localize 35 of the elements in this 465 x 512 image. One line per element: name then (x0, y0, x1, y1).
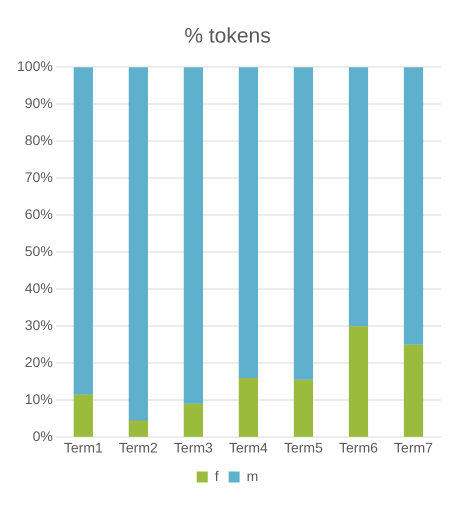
x-tick-label: Term4 (228, 439, 268, 456)
x-tick-label: Term1 (64, 439, 103, 456)
bar (294, 380, 314, 437)
y-tick-label: 20% (24, 354, 53, 370)
y-tick-label: 100% (16, 58, 53, 74)
x-tick-label: Term2 (118, 439, 158, 456)
y-tick-label: 60% (24, 206, 53, 222)
x-tick-label: Term6 (339, 439, 378, 456)
bar (184, 404, 204, 437)
y-tick-label: 50% (24, 243, 53, 260)
bar (294, 67, 314, 380)
bar (238, 67, 258, 378)
bar (74, 394, 93, 437)
y-tick-label: 10% (24, 391, 53, 408)
y-tick-label: 30% (24, 317, 53, 334)
bar (404, 67, 424, 345)
legend-label: m (246, 468, 258, 484)
y-tick-label: 80% (24, 132, 53, 148)
bar (184, 67, 204, 404)
chart-title: % tokens (184, 24, 271, 48)
y-tick-label: 90% (24, 95, 53, 112)
bar (128, 420, 148, 437)
y-tick-label: 70% (24, 169, 53, 186)
bar (74, 67, 93, 395)
bar (238, 378, 258, 437)
x-tick-label: Term3 (174, 439, 214, 456)
bar (348, 67, 368, 326)
bar (404, 344, 424, 437)
legend-label: f (214, 468, 219, 484)
bar (348, 326, 368, 437)
x-tick-label: Term7 (394, 439, 434, 456)
y-tick-label: 0% (32, 428, 53, 444)
bar (128, 67, 148, 421)
x-tick-label: Term5 (284, 439, 324, 456)
y-tick-label: 40% (24, 280, 53, 296)
